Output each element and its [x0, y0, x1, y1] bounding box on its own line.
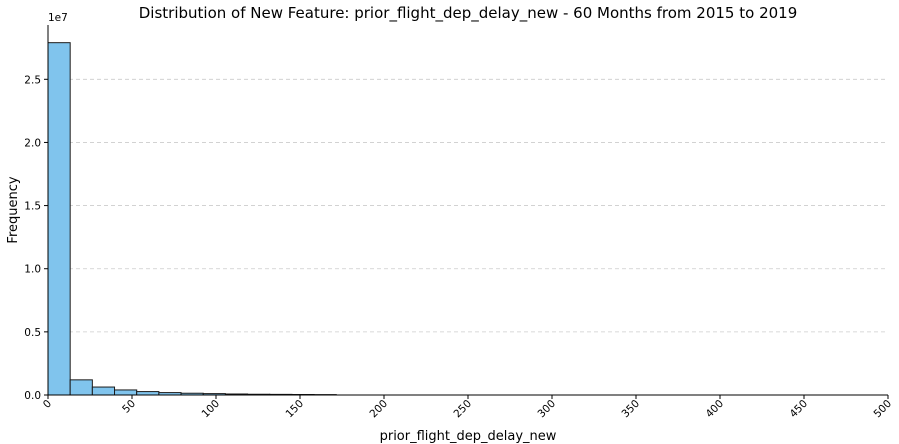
x-tick-label: 250 [451, 398, 474, 421]
x-tick-label: 200 [367, 398, 390, 421]
x-tick-label: 500 [871, 398, 894, 421]
y-tick-label: 0.0 [24, 390, 41, 402]
x-tick-label: 0 [41, 398, 54, 411]
x-tick-label: 350 [619, 398, 642, 421]
y-tick-label: 1.5 [24, 201, 41, 213]
x-tick-label: 100 [199, 398, 222, 421]
gridlines [48, 78, 888, 333]
y-tick-label: 2.0 [24, 137, 41, 149]
x-tick-label: 150 [283, 398, 306, 421]
axes [47, 25, 888, 396]
x-axis-label: prior_flight_dep_delay_new [380, 429, 557, 444]
x-tick-label: 300 [535, 398, 558, 421]
histogram-bar [69, 379, 93, 396]
y-tick-label: 1.0 [24, 264, 41, 276]
y-axis-ticks: 0.0 0.5 1.0 1.5 2.0 2.5 [24, 74, 48, 402]
histogram-bar [47, 42, 71, 396]
x-tick-label: 400 [703, 398, 726, 421]
histogram-bar [136, 391, 160, 396]
y-axis-label: Frequency [6, 176, 21, 243]
histogram-bars [47, 42, 337, 396]
histogram-bar [91, 386, 116, 396]
chart-title: Distribution of New Feature: prior_fligh… [139, 4, 798, 23]
x-tick-label: 50 [120, 398, 138, 416]
y-tick-label: 2.5 [24, 74, 41, 86]
y-tick-label: 0.5 [24, 327, 41, 339]
y-axis-offset-label: 1e7 [48, 12, 68, 24]
histogram-bar [114, 389, 138, 396]
x-axis-ticks: 0 50 100 150 200 250 300 350 400 450 500 [41, 395, 894, 420]
x-tick-label: 450 [787, 398, 810, 421]
